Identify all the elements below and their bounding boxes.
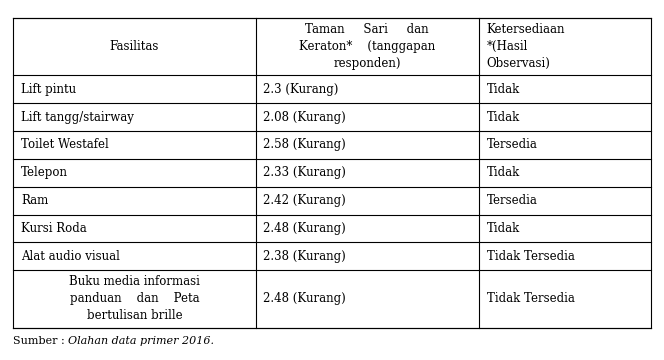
Text: Lift pintu: Lift pintu [21,83,76,96]
Text: 2.33 (Kurang): 2.33 (Kurang) [264,166,347,179]
Text: 2.3 (Kurang): 2.3 (Kurang) [264,83,339,96]
Text: Tidak: Tidak [487,166,520,179]
Text: Alat audio visual: Alat audio visual [21,250,120,263]
Text: Tidak Tersedia: Tidak Tersedia [487,292,574,305]
Text: Ram: Ram [21,194,48,207]
Text: Tidak: Tidak [487,111,520,123]
Text: Telepon: Telepon [21,166,68,179]
Text: Ketersediaan
*(Hasil
Observasi): Ketersediaan *(Hasil Observasi) [487,23,565,70]
Text: Tidak: Tidak [487,83,520,96]
Text: Toilet Westafel: Toilet Westafel [21,139,109,152]
Text: Sumber :: Sumber : [13,336,68,346]
Text: Buku media informasi
panduan    dan    Peta
bertulisan brille: Buku media informasi panduan dan Peta be… [69,275,200,323]
Text: Fasilitas: Fasilitas [110,40,159,53]
Text: Lift tangg/stairway: Lift tangg/stairway [21,111,134,123]
Text: Taman     Sari     dan
Keraton*    (tanggapan
responden): Taman Sari dan Keraton* (tanggapan respo… [299,23,435,70]
Text: Tidak Tersedia: Tidak Tersedia [487,250,574,263]
Text: Tersedia: Tersedia [487,194,537,207]
Text: 2.48 (Kurang): 2.48 (Kurang) [264,292,346,305]
Text: 2.58 (Kurang): 2.58 (Kurang) [264,139,346,152]
Text: 2.48 (Kurang): 2.48 (Kurang) [264,222,346,235]
Text: 2.08 (Kurang): 2.08 (Kurang) [264,111,346,123]
Text: Olahan data primer 2016.: Olahan data primer 2016. [68,336,214,346]
Text: 2.42 (Kurang): 2.42 (Kurang) [264,194,346,207]
Text: Tersedia: Tersedia [487,139,537,152]
Text: 2.38 (Kurang): 2.38 (Kurang) [264,250,346,263]
Text: Tidak: Tidak [487,222,520,235]
Text: Kursi Roda: Kursi Roda [21,222,87,235]
